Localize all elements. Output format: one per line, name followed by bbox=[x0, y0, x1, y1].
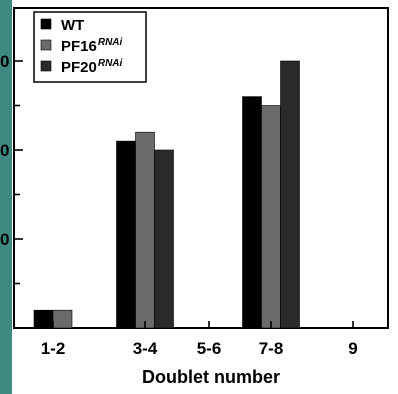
x-tick-label: 7-8 bbox=[259, 339, 284, 358]
legend: WT PF16RNAi PF20RNAi bbox=[33, 11, 147, 83]
x-tick-label: 9 bbox=[348, 339, 357, 358]
x-tick-label: 5-6 bbox=[197, 339, 222, 358]
legend-swatch-pf20 bbox=[40, 60, 52, 72]
bar-pf16-7-8 bbox=[261, 105, 281, 329]
plot-border bbox=[13, 7, 389, 329]
legend-swatch-pf16 bbox=[40, 39, 52, 51]
bar-wt-1-2 bbox=[33, 309, 54, 329]
plot-frame bbox=[13, 7, 389, 329]
bar-pf16-1-2 bbox=[52, 309, 73, 329]
y-tick-label: 0 bbox=[0, 230, 9, 249]
bars bbox=[33, 60, 300, 329]
x-axis-title: Doublet number bbox=[142, 367, 280, 387]
bar-pf20-3-4 bbox=[154, 149, 174, 329]
legend-label-pf16: PF16RNAi bbox=[61, 37, 123, 55]
side-strip bbox=[0, 0, 12, 394]
legend-swatch-wt bbox=[40, 18, 52, 30]
legend-label-pf20: PF20RNAi bbox=[61, 58, 123, 76]
x-tick-label: 3-4 bbox=[133, 339, 158, 358]
bar-wt-7-8 bbox=[242, 96, 262, 329]
bar-pf20-7-8 bbox=[280, 60, 300, 329]
y-tick-label: 0 bbox=[0, 52, 9, 71]
legend-label-wt: WT bbox=[61, 17, 84, 34]
legend-box bbox=[33, 11, 147, 83]
y-tick-label: 0 bbox=[0, 141, 9, 160]
x-axis-ticks: 1-2 3-4 5-6 7-8 9 bbox=[41, 321, 358, 358]
bar-wt-3-4 bbox=[116, 140, 136, 329]
bar-pf16-3-4 bbox=[135, 131, 155, 329]
y-axis-ticks: 0 0 0 bbox=[0, 52, 23, 329]
x-tick-label: 1-2 bbox=[41, 339, 66, 358]
